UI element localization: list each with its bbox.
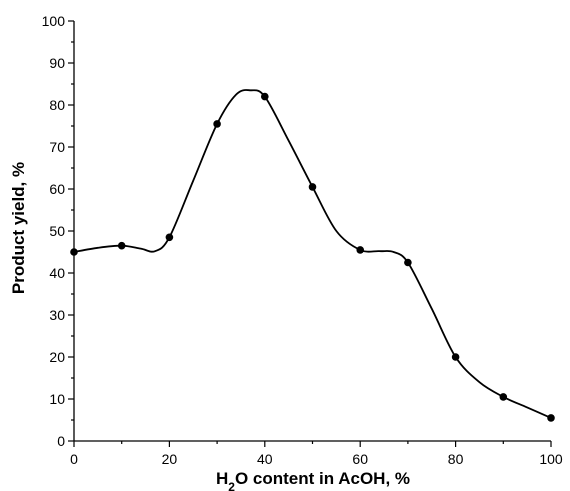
x-tick-label: 0 [70, 451, 78, 467]
data-point [261, 92, 269, 101]
data-point [356, 246, 365, 254]
y-tick-label: 40 [49, 265, 65, 281]
data-point [499, 393, 508, 401]
y-tick-label: 100 [42, 13, 66, 29]
x-tick-label: 80 [448, 451, 464, 467]
data-point [213, 120, 221, 128]
x-axis-title: H2O content in AcOH, % [216, 469, 410, 491]
y-tick-label: 10 [49, 391, 65, 407]
data-point [451, 353, 460, 361]
tick-labels-layer: 0 10 20 30 40 50 60 70 80 90 100 0 20 40 60 80 100 [42, 13, 563, 467]
y-tick-label: 80 [49, 97, 65, 113]
points-layer [70, 92, 555, 422]
series-line [73, 89, 552, 419]
data-point [547, 414, 555, 422]
x-tick-label: 40 [257, 451, 273, 467]
y-tick-label: 30 [49, 307, 65, 323]
data-point [308, 183, 317, 191]
y-tick-label: 0 [57, 433, 65, 449]
data-point [404, 258, 412, 267]
y-axis-title: Product yield, % [9, 162, 28, 294]
data-point [165, 233, 174, 242]
y-tick-label: 70 [49, 139, 65, 155]
y-tick-label: 60 [49, 181, 65, 197]
x-axis-title-rest: O content in AcOH, % [235, 469, 410, 488]
data-point [117, 241, 126, 250]
x-tick-label: 60 [352, 451, 368, 467]
x-tick-label: 100 [539, 451, 563, 467]
x-tick-label: 20 [162, 451, 178, 467]
x-axis-title-subscript: 2 [228, 480, 235, 491]
y-tick-label: 90 [49, 55, 65, 71]
axes-layer [68, 20, 552, 447]
curve-layer [73, 89, 552, 419]
x-axis-title-main: H [216, 469, 228, 488]
y-tick-label: 20 [49, 349, 65, 365]
y-tick-label: 50 [49, 223, 65, 239]
